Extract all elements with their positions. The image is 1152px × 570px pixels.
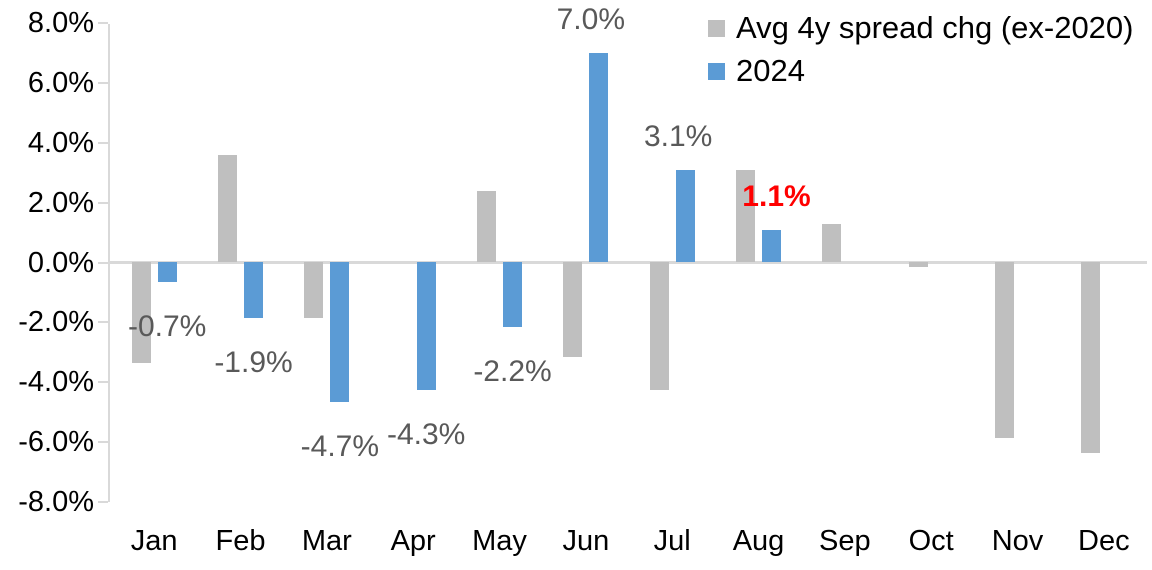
bar-avg-oct — [908, 261, 928, 268]
bar-2024-jun — [589, 53, 609, 263]
y-axis-label: 6.0% — [27, 67, 94, 100]
y-axis-tick — [98, 82, 108, 85]
data-label-feb: -1.9% — [214, 346, 293, 380]
bar-avg-jan — [131, 261, 151, 364]
legend-swatch-avg-icon — [708, 19, 725, 37]
y-axis-tick — [98, 440, 108, 443]
x-axis-label: Apr — [390, 525, 436, 557]
bar-avg-aug — [736, 169, 755, 263]
x-axis-label: Mar — [301, 525, 352, 557]
y-axis-tick — [98, 261, 108, 264]
data-label-aug: 1.1% — [742, 179, 811, 213]
y-axis-label: 0.0% — [27, 246, 94, 279]
y-axis-tick — [98, 500, 108, 503]
bar-avg-mar — [304, 261, 324, 319]
data-label-mar: -4.7% — [300, 430, 380, 464]
bar-2024-apr — [416, 261, 436, 391]
bar-2024-feb — [244, 261, 263, 319]
bar-2024-jan — [157, 261, 177, 283]
legend: Avg 4y spread chg (ex-2020) 2024 — [708, 10, 1134, 89]
legend-item-avg: Avg 4y spread chg (ex-2020) — [708, 10, 1134, 46]
data-label-jun: 7.0% — [556, 3, 626, 37]
bar-avg-jul — [649, 261, 669, 391]
y-axis-tick — [98, 201, 108, 204]
bar-2024-jul — [675, 169, 695, 263]
y-axis-tick — [98, 141, 108, 144]
y-axis-label: -6.0% — [18, 425, 94, 458]
x-axis-label: Jul — [653, 525, 691, 557]
legend-swatch-2024-icon — [708, 62, 725, 80]
legend-item-2024: 2024 — [708, 53, 1134, 89]
data-label-jul: 3.1% — [643, 119, 713, 153]
x-axis-label: May — [472, 525, 527, 557]
bar-2024-may — [503, 261, 522, 328]
y-axis-tick — [98, 321, 108, 324]
bar-2024-aug — [762, 229, 781, 263]
bar-avg-nov — [995, 261, 1014, 438]
bar-2024-mar — [330, 261, 350, 403]
data-label-may: -2.2% — [473, 355, 552, 389]
x-axis-label: Dec — [1078, 525, 1130, 557]
bar-avg-jun — [563, 261, 583, 358]
x-axis-label: Sep — [819, 525, 871, 557]
zero-line — [108, 261, 1147, 264]
y-axis-label: -2.0% — [18, 306, 94, 339]
data-label-jan: -0.7% — [127, 310, 207, 344]
bar-avg-may — [477, 190, 496, 263]
bar-avg-sep — [822, 223, 842, 263]
y-axis-label: 8.0% — [27, 7, 94, 40]
x-axis-label: Jan — [130, 525, 178, 557]
y-axis-tick — [98, 381, 108, 384]
y-axis-label: -8.0% — [18, 485, 94, 518]
bar-avg-feb — [218, 154, 237, 263]
x-axis-label: Jun — [562, 525, 610, 557]
x-axis-label: Oct — [908, 525, 954, 557]
y-axis-label: -4.0% — [18, 366, 94, 399]
x-axis-label: Nov — [991, 525, 1044, 557]
x-axis-label: Feb — [215, 525, 266, 557]
y-axis-label: 2.0% — [27, 186, 94, 219]
data-label-apr: -4.3% — [386, 418, 466, 452]
legend-label-2024: 2024 — [736, 53, 805, 88]
legend-label-avg: Avg 4y spread chg (ex-2020) — [736, 10, 1134, 45]
x-axis-label: Aug — [732, 525, 785, 557]
y-axis-label: 4.0% — [27, 126, 94, 159]
bar-avg-dec — [1081, 261, 1101, 453]
y-axis-tick — [98, 22, 108, 25]
